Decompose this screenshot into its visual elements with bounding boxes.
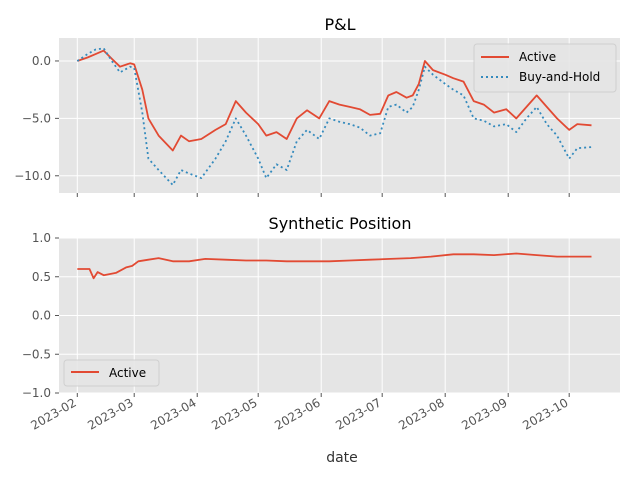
pnl-series <box>76 47 592 186</box>
position-x-ticks: 2023-02 2023-03 2023-04 2023-05 2023-06 2023-… <box>28 393 571 433</box>
pnl-legend: Active Buy-and-Hold <box>473 43 617 93</box>
position-ytick-label: 0.5 <box>32 270 51 284</box>
position-series <box>77 252 592 280</box>
pnl-title: P&L <box>324 15 355 34</box>
position-xtick-label: 2023-07 <box>333 395 383 432</box>
position-xtick-label: 2023-05 <box>209 395 259 432</box>
position-ytick-label: −1.0 <box>22 386 51 400</box>
pnl-legend-box <box>473 43 617 93</box>
position-ytick-label: 1.0 <box>32 231 51 245</box>
position-line-active <box>77 252 592 280</box>
position-grid <box>59 237 620 394</box>
pnl-ytick-label: −10.0 <box>14 169 51 183</box>
position-legend-box <box>63 359 160 387</box>
pnl-y-ticks: 0.0 −5.0 −10.0 <box>14 54 570 197</box>
position-xtick-label: 2023-09 <box>459 395 509 432</box>
position-xtick-label: 2023-04 <box>148 395 198 432</box>
position-xtick-label: 2023-08 <box>396 395 446 432</box>
pnl-ytick-label: 0.0 <box>32 54 51 68</box>
position-legend-label-active: Active <box>109 366 146 380</box>
x-axis-label: date <box>326 450 358 466</box>
pnl-grid <box>59 38 620 193</box>
position-ytick-label: 0.0 <box>32 309 51 323</box>
position-title: Synthetic Position <box>269 214 412 233</box>
position-xtick-label: 2023-02 <box>28 395 78 432</box>
pnl-legend-label-buyhold: Buy-and-Hold <box>519 70 600 84</box>
pnl-line-active <box>77 49 592 152</box>
position-ytick-label: −0.5 <box>22 347 51 361</box>
position-xtick-label: 2023-06 <box>272 395 322 432</box>
position-y-ticks: 1.0 0.5 0.0 −0.5 −1.0 <box>22 231 59 400</box>
position-xtick-label: 2023-03 <box>85 395 135 432</box>
position-xtick-label: 2023-10 <box>520 395 570 432</box>
pnl-ytick-label: −5.0 <box>22 111 51 125</box>
pnl-legend-label-active: Active <box>519 50 556 64</box>
pnl-line-buy-and-hold <box>76 47 592 186</box>
position-legend: Active <box>63 359 160 387</box>
